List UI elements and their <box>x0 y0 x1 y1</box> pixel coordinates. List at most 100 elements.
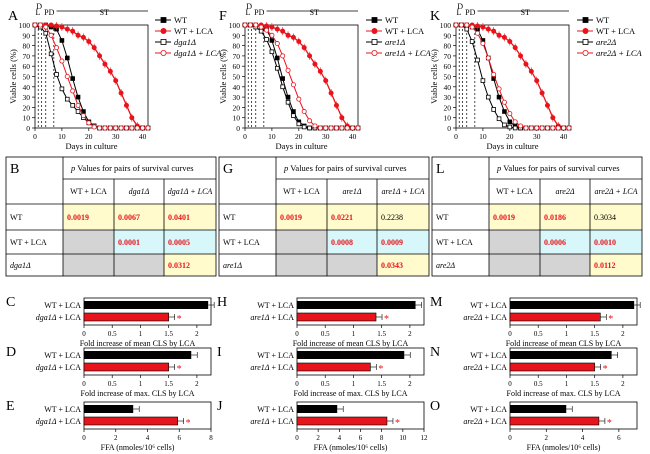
bar-wt-lca <box>84 301 209 309</box>
table-row-header: WT + LCA <box>223 238 260 247</box>
data-point <box>544 125 550 131</box>
significance-asterisk: * <box>378 364 383 375</box>
data-point <box>91 124 97 130</box>
table-cell-bg <box>164 254 216 276</box>
data-point <box>528 125 534 131</box>
bar-category-label: WT + LCA <box>44 405 81 414</box>
x-tick-label: 0.5 <box>108 380 117 388</box>
data-point <box>502 122 507 128</box>
phase-label: ST <box>100 8 109 17</box>
data-point <box>290 82 296 88</box>
x-tick-label: 1.5 <box>164 330 173 338</box>
panel-letter-N: N <box>430 345 440 360</box>
series-line-wt <box>245 24 358 129</box>
data-point <box>80 113 86 119</box>
bar-category-label: are2Δ + LCA <box>463 313 507 322</box>
x-tick-label: 40 <box>560 132 568 141</box>
table-row-header: are2Δ <box>436 261 455 270</box>
data-point <box>134 125 140 131</box>
pvalue-cell: 0.0005 <box>168 238 190 247</box>
x-axis-label: Fold increase of max. CLS by LCA <box>507 389 621 398</box>
x-tick-label: 0 <box>508 380 512 388</box>
bar-wt-lca <box>510 301 635 309</box>
legend-marker <box>371 17 378 23</box>
y-tick-label: 0 <box>447 124 451 133</box>
y-tick-label: 30 <box>233 93 241 102</box>
bar-wt-lca <box>297 301 416 309</box>
bar-category-label: are2Δ + LCA <box>463 417 507 426</box>
bar-mutant-lca <box>83 312 169 322</box>
y-tick-label: 10 <box>23 114 31 123</box>
bar-category-label: dga1Δ + LCA <box>36 313 81 322</box>
bar-category-label: WT + LCA <box>257 405 294 414</box>
data-point <box>37 22 43 28</box>
pvalue-cell: 0.0401 <box>168 213 190 222</box>
x-tick-label: 20 <box>295 132 303 141</box>
panel-letter-G: G <box>223 162 233 177</box>
table-row-header: dga1Δ <box>10 261 31 270</box>
data-point <box>285 67 291 73</box>
data-point <box>107 125 113 131</box>
table-column-header: are2Δ <box>555 187 574 196</box>
y-tick-label: 30 <box>23 93 31 102</box>
bar-mutant-lca <box>509 416 600 426</box>
data-point <box>75 109 81 114</box>
bar-chart-frame <box>296 297 425 326</box>
table-cell-bg <box>590 204 642 230</box>
legend-marker <box>371 50 378 57</box>
bar-mutant-lca <box>296 362 371 372</box>
bar-chart-frame <box>296 347 425 376</box>
bar-chart-frame <box>509 401 638 430</box>
y-tick-label: 50 <box>444 73 452 82</box>
table-cell-bg <box>540 230 590 254</box>
table-row-header: WT <box>223 213 236 222</box>
pvalue-cell: 0.0067 <box>118 213 140 222</box>
bar-category-label: WT + LCA <box>257 351 294 360</box>
table-column-header: WT + LCA <box>496 187 533 196</box>
bar-category-label: are1Δ + LCA <box>250 363 294 372</box>
table-row-header: WT + LCA <box>10 238 47 247</box>
pvalue-cell: 0.2238 <box>381 213 403 222</box>
legend-entry-label: WT + LCA <box>596 26 636 36</box>
legend-marker <box>582 17 589 23</box>
x-tick-label: 20 <box>506 132 514 141</box>
x-tick-label: 0 <box>295 434 299 442</box>
table-cell-bg <box>590 230 642 254</box>
data-point <box>296 121 302 127</box>
x-tick-label: 2 <box>316 434 320 442</box>
x-axis-label: Fold increase of mean CLS by LCA <box>293 339 409 348</box>
x-tick-label: 6 <box>617 434 621 442</box>
table-cell-bg <box>489 230 540 254</box>
x-tick-label: 2 <box>408 330 412 338</box>
data-point <box>301 109 307 115</box>
table-cell-bg <box>276 254 327 276</box>
y-tick-label: 100 <box>440 21 452 30</box>
legend-entry-label: are1Δ <box>385 37 405 47</box>
y-tick-label: 60 <box>444 62 452 71</box>
phase-label: ST <box>310 8 319 17</box>
table-row-header: WT <box>436 213 449 222</box>
pvalue-cell: 0.0221 <box>331 213 353 222</box>
table-title: p Values for pairs of survival curves <box>70 163 194 173</box>
data-point <box>86 120 92 126</box>
data-point <box>555 125 561 131</box>
data-point <box>539 125 545 131</box>
data-point <box>64 96 70 102</box>
data-point <box>48 22 54 28</box>
pvalue-cell: 0.0009 <box>381 238 403 247</box>
phase-label: D <box>36 2 42 11</box>
pvalue-cell: 0.0006 <box>544 238 566 247</box>
pvalue-table-frame <box>218 156 430 277</box>
x-tick-label: 0 <box>295 380 299 388</box>
data-point <box>280 53 286 59</box>
data-point <box>480 41 486 47</box>
bar-category-label: WT + LCA <box>470 405 507 414</box>
table-cell-bg <box>63 230 114 254</box>
pvalue-cell: 0.0008 <box>331 238 353 247</box>
significance-asterisk: * <box>186 418 191 429</box>
x-tick-label: 30 <box>112 132 120 141</box>
data-point <box>70 76 75 81</box>
x-tick-label: 2 <box>621 380 625 388</box>
x-tick-label: 2 <box>195 380 199 388</box>
table-cell-bg <box>377 204 429 230</box>
